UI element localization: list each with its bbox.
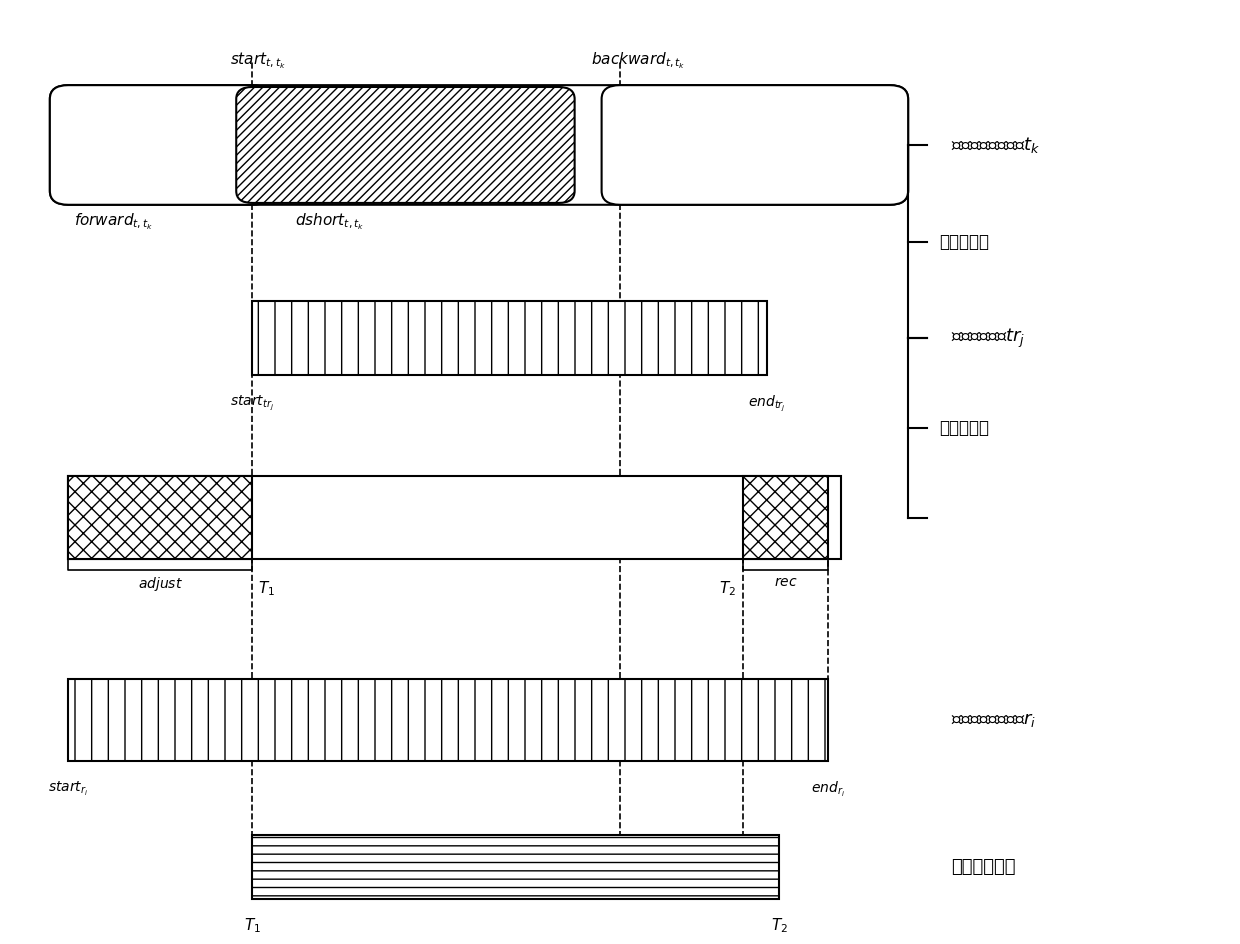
FancyBboxPatch shape — [601, 85, 908, 205]
FancyBboxPatch shape — [50, 85, 908, 205]
Text: 可见时间窗口$tr_j$: 可见时间窗口$tr_j$ — [951, 327, 1025, 350]
Bar — [68, 679, 828, 762]
Text: $rec$: $rec$ — [774, 575, 797, 589]
Bar — [252, 835, 780, 900]
Bar — [743, 476, 828, 559]
Text: 天线可用时间窗口$r_i$: 天线可用时间窗口$r_i$ — [951, 711, 1037, 729]
Bar — [68, 476, 841, 559]
Text: $forward_{t,t_k}$: $forward_{t,t_k}$ — [74, 211, 154, 232]
Bar — [252, 301, 768, 375]
Text: $end_{r_i}$: $end_{r_i}$ — [811, 780, 846, 799]
Text: $start_{r_i}$: $start_{r_i}$ — [48, 780, 88, 798]
Text: $start_{tr_j}$: $start_{tr_j}$ — [231, 394, 274, 412]
Text: $T_2$: $T_2$ — [719, 580, 737, 598]
Text: $start_{t,t_k}$: $start_{t,t_k}$ — [231, 51, 286, 72]
Text: 备选服务时间窗口$t_k$: 备选服务时间窗口$t_k$ — [951, 135, 1040, 155]
Text: $adjust$: $adjust$ — [138, 575, 182, 593]
Text: $end_{tr_j}$: $end_{tr_j}$ — [748, 394, 786, 413]
Text: $T_2$: $T_2$ — [771, 916, 787, 935]
Text: 第二步比对: 第二步比对 — [939, 419, 988, 437]
FancyBboxPatch shape — [50, 85, 270, 205]
Bar — [68, 476, 252, 559]
Text: $backward_{t,t_k}$: $backward_{t,t_k}$ — [591, 51, 686, 72]
Text: 第一步比对: 第一步比对 — [939, 232, 988, 250]
Text: $T_1$: $T_1$ — [258, 580, 275, 598]
Text: 可用时段资源: 可用时段资源 — [951, 858, 1016, 876]
FancyBboxPatch shape — [237, 87, 574, 203]
Text: $dshort_{t,t_k}$: $dshort_{t,t_k}$ — [295, 211, 365, 232]
Text: $T_1$: $T_1$ — [243, 916, 260, 935]
